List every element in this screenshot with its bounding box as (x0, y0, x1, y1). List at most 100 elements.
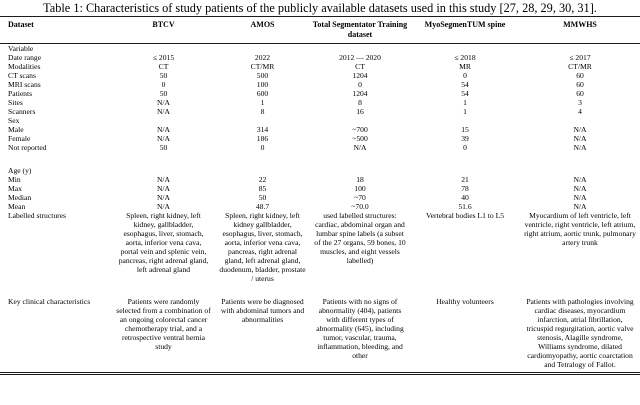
cell: 50 (159, 143, 168, 152)
cell: 186 (256, 134, 269, 143)
table-row: Modalities CT CT/MR CT MR CT/MR (0, 62, 640, 71)
cell: N/A (156, 107, 171, 116)
cell: Myocardium of left ventricle, left ventr… (524, 211, 636, 247)
row-label: Scanners (8, 107, 36, 116)
table-row: Labelled structures Spleen, right kidney,… (0, 211, 640, 283)
cell: N/A (156, 202, 171, 211)
table-row: Sites N/A 1 8 1 3 (0, 98, 640, 107)
column-header-myosegmentum: MyoSegmenTUM spine (410, 16, 520, 44)
cell: N/A (573, 175, 587, 184)
table-row: Age (y) (0, 166, 640, 175)
cell: 1204 (352, 89, 368, 98)
cell: 40 (461, 193, 469, 202)
cell: 314 (256, 125, 269, 134)
cell (215, 44, 310, 54)
table-row: Female N/A 186 ~500 39 N/A (0, 134, 640, 143)
cell: Healthy volunteers (436, 297, 494, 306)
cell (310, 44, 410, 54)
cell: 1204 (352, 71, 368, 80)
cell: 100 (256, 80, 269, 89)
cell: Spleen, right kidney, left kidney, gallb… (118, 211, 209, 274)
table-row: Sex (0, 116, 640, 125)
cell: N/A (156, 125, 171, 134)
cell: ~700 (352, 125, 368, 134)
cell: N/A (156, 184, 171, 193)
row-label: Date range (8, 53, 42, 62)
cell: ≤ 2017 (569, 53, 591, 62)
table-row: Scanners N/A 8 16 1 4 (0, 107, 640, 116)
column-header-dataset: Dataset (0, 16, 112, 44)
cell: 18 (356, 175, 364, 184)
cell: 2012 — 2020 (339, 53, 381, 62)
table-row: Key clinical characteristics Patients wer… (0, 297, 640, 374)
cell: N/A (573, 184, 587, 193)
cell: 50 (258, 193, 267, 202)
table-row: Median N/A 50 ~70 40 N/A (0, 193, 640, 202)
cell: Vertebral bodies L1 to L5 (425, 211, 505, 220)
table-row: Mean N/A 48.7 ~70.0 51.6 N/A (0, 202, 640, 211)
cell: 60 (576, 80, 584, 89)
cell: N/A (573, 134, 587, 143)
table-row: MRI scans 0 100 0 54 60 (0, 80, 640, 89)
cell: 60 (576, 89, 584, 98)
column-header-mmwhs: MMWHS (520, 16, 640, 44)
cell (310, 116, 410, 125)
table-row: CT scans 50 500 1204 0 60 (0, 71, 640, 80)
row-gap (0, 152, 640, 166)
header-row: Dataset BTCV AMOS Total Segmentator Trai… (0, 16, 640, 44)
row-label: Key clinical characteristics (8, 297, 91, 306)
characteristics-table: Dataset BTCV AMOS Total Segmentator Trai… (0, 16, 640, 375)
table-row: Min N/A 22 18 21 N/A (0, 175, 640, 184)
cell: N/A (156, 134, 171, 143)
cell: 39 (461, 134, 469, 143)
cell: N/A (573, 202, 587, 211)
cell: ~70.0 (351, 202, 369, 211)
cell: Patients with no signs of abnormality (4… (316, 297, 404, 360)
cell: 0 (463, 71, 467, 80)
table-body: Variable Date range ≤ 2015 2022 2012 — 2020 ≤… (0, 44, 640, 374)
table-caption: Table 1: Characteristics of study patien… (43, 1, 597, 15)
cell: 54 (461, 89, 469, 98)
cell (112, 166, 215, 175)
cell: 8 (260, 107, 265, 116)
cell (215, 166, 310, 175)
cell: 0 (463, 143, 467, 152)
cell: 60 (576, 71, 584, 80)
cell: 85 (258, 184, 267, 193)
cell: 2022 (254, 53, 271, 62)
cell (112, 44, 215, 54)
cell: CT/MR (250, 62, 275, 71)
row-label: Male (8, 125, 24, 134)
row-label: Sites (8, 98, 23, 107)
row-label: Female (8, 134, 31, 143)
cell: 78 (461, 184, 469, 193)
cell: 1 (463, 98, 467, 107)
cell: N/A (353, 143, 367, 152)
cell: ~70 (354, 193, 366, 202)
cell: N/A (573, 193, 587, 202)
cell: 1 (260, 98, 265, 107)
cell: MR (459, 62, 471, 71)
cell: 51.6 (458, 202, 472, 211)
row-label: Labelled structures (8, 211, 66, 220)
cell: Patients were randomly selected from a c… (116, 297, 211, 351)
column-header-amos: AMOS (215, 16, 310, 44)
cell: 600 (256, 89, 269, 98)
cell: 21 (461, 175, 469, 184)
cell: 50 (159, 89, 168, 98)
cell: 0 (161, 80, 166, 89)
cell: 100 (354, 184, 366, 193)
cell (410, 166, 520, 175)
cell: Spleen, right kidney, left kidney gallbl… (219, 211, 306, 283)
cell (520, 44, 640, 54)
table-row: Date range ≤ 2015 2022 2012 — 2020 ≤ 2018 ≤ 2… (0, 53, 640, 62)
cell: ≤ 2018 (454, 53, 476, 62)
table-row: Not reported 50 0 N/A 0 N/A (0, 143, 640, 152)
cell: used labelled structures: cardiac, abdom… (314, 211, 406, 265)
row-label: Age (y) (8, 166, 32, 175)
cell: 3 (578, 98, 582, 107)
cell: 15 (461, 125, 469, 134)
column-header-btcv: BTCV (112, 16, 215, 44)
cell: N/A (573, 143, 587, 152)
cell: N/A (156, 193, 171, 202)
